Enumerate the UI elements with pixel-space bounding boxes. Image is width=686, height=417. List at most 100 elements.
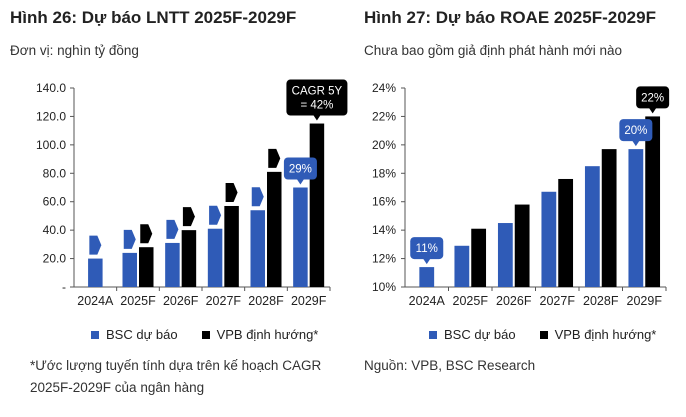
legend-label-bsc: BSC dự báo <box>444 327 516 342</box>
x-tick-label: 2028F <box>583 294 619 308</box>
x-tick-label: 2029F <box>291 294 327 308</box>
chart-1-note: *Ước lượng tuyến tính dựa trên kế hoạch … <box>30 355 321 399</box>
chart-1: - 20.0 40.0 60.0 80.0 100.0 120.0 140.0 2024A 202… <box>36 79 348 308</box>
y-tick-label: 22% <box>372 109 396 123</box>
growth-marker <box>209 205 222 225</box>
data-callout-label: CAGR 5Y <box>292 86 343 98</box>
legend-swatch-vpb <box>201 330 210 339</box>
bar-bsc-2024A <box>88 258 103 287</box>
data-callout-label: 11% <box>416 243 438 255</box>
y-tick-label: - <box>62 280 66 294</box>
chart-2: 10% 12% 14% 16% 18% 20% 22% 24% 2024A 2025F 2026F 2… <box>372 81 670 308</box>
chart-1-subtitle: Đơn vị: nghìn tỷ đồng <box>10 43 139 58</box>
legend-swatch-vpb <box>539 330 548 339</box>
data-callout-box <box>619 119 653 142</box>
y-tick-label: 18% <box>372 166 396 180</box>
x-tick-label: 2027F <box>206 294 242 308</box>
legend-label-bsc: BSC dự báo <box>106 327 178 342</box>
legend-item-bsc: BSC dự báo <box>429 327 516 342</box>
bar-vpb-2028F <box>267 171 282 287</box>
bar-bsc-2029F <box>628 149 644 287</box>
data-callout-box <box>410 237 444 260</box>
bar-bsc-2026F <box>165 242 180 287</box>
bar-bsc-2028F <box>250 210 265 287</box>
bar-bsc-2027F <box>207 228 223 287</box>
bar-vpb-2026F <box>514 204 530 287</box>
data-callout-label: 20% <box>624 125 647 137</box>
growth-marker <box>251 187 264 207</box>
data-callout-box <box>283 157 317 180</box>
bar-vpb-2029F <box>309 123 325 288</box>
bar-bsc-2026F <box>497 223 513 287</box>
bar-bsc-2024A <box>419 267 435 287</box>
bar-bsc-2028F <box>584 166 600 287</box>
growth-marker <box>182 207 195 227</box>
bar-vpb-2025F <box>471 228 487 287</box>
data-callout-pointer <box>648 107 657 114</box>
x-tick-label: 2026F <box>496 294 532 308</box>
y-tick-label: 14% <box>372 223 396 237</box>
y-tick-label: 140.0 <box>36 81 66 95</box>
bar-vpb-2025F <box>139 247 154 287</box>
y-tick-label: 80.0 <box>43 166 67 180</box>
y-tick-label: 10% <box>372 280 396 294</box>
chart-2-subtitle: Chưa bao gồm giả định phát hành mới nào <box>364 43 623 58</box>
bar-vpb-2029F <box>645 116 661 287</box>
x-tick-label: 2028F <box>248 294 284 308</box>
bar-vpb-2026F <box>181 230 197 287</box>
y-tick-label: 40.0 <box>43 223 67 237</box>
legend-item-vpb: VPB định hướng* <box>539 327 657 342</box>
data-callout-box <box>636 86 670 109</box>
chart-2-legend: BSC dự báo VPB định hướng* <box>429 327 680 342</box>
data-callout-pointer <box>422 258 431 265</box>
x-tick-label: 2027F <box>540 294 576 308</box>
note-line: *Ước lượng tuyến tính dựa trên kế hoạch … <box>30 358 322 373</box>
bar-bsc-2025F <box>122 252 137 287</box>
growth-marker <box>89 235 102 255</box>
bar-vpb-2027F <box>558 178 574 287</box>
data-callout-label: = 42% <box>300 100 333 112</box>
y-tick-label: 120.0 <box>36 109 66 123</box>
x-tick-label: 2026F <box>163 294 199 308</box>
data-callout-label: 29% <box>289 164 312 176</box>
y-tick-label: 60.0 <box>43 195 67 209</box>
growth-marker <box>225 182 238 202</box>
bar-bsc-2025F <box>454 245 470 287</box>
x-tick-label: 2029F <box>627 294 663 308</box>
bar-bsc-2027F <box>541 191 557 287</box>
y-tick-label: 100.0 <box>36 138 66 152</box>
y-tick-label: 20% <box>372 138 396 152</box>
bar-vpb-2027F <box>224 205 239 287</box>
legend-label-vpb: VPB định hướng* <box>554 327 657 342</box>
x-tick-label: 2024A <box>77 294 114 308</box>
x-tick-label: 2024A <box>409 294 446 308</box>
x-tick-label: 2025F <box>120 294 156 308</box>
data-callout-box <box>286 79 348 116</box>
chart-1-title: Hình 26: Dự báo LNTT 2025F-2029F <box>10 8 297 27</box>
y-tick-label: 12% <box>372 252 396 266</box>
legend-item-bsc: BSC dự báo <box>91 327 178 342</box>
legend-swatch-bsc <box>91 330 99 339</box>
data-callout-label: 22% <box>641 92 664 104</box>
chart-2-title: Hình 27: Dự báo ROAE 2025F-2029F <box>364 8 656 27</box>
growth-marker <box>123 229 136 249</box>
data-callout-pointer <box>631 140 640 147</box>
data-callout-pointer <box>296 178 305 185</box>
y-tick-label: 20.0 <box>43 252 67 266</box>
growth-marker <box>140 224 153 244</box>
x-tick-label: 2025F <box>453 294 489 308</box>
legend-item-vpb: VPB định hướng* <box>201 327 318 342</box>
legend-swatch-bsc <box>429 330 437 339</box>
bar-bsc-2029F <box>293 187 308 287</box>
bar-vpb-2028F <box>601 149 617 287</box>
note-line: 2025F-2029F của ngân hàng <box>30 380 205 395</box>
y-tick-label: 24% <box>372 81 396 95</box>
chart-1-legend: BSC dự báo VPB định hướng* <box>91 327 342 342</box>
data-callout-pointer <box>312 114 321 121</box>
y-tick-label: 16% <box>372 195 396 209</box>
chart-2-note: Nguồn: VPB, BSC Research <box>364 355 535 377</box>
source-line: Nguồn: VPB, BSC Research <box>364 358 536 373</box>
growth-marker <box>166 219 179 239</box>
growth-marker <box>268 148 281 168</box>
